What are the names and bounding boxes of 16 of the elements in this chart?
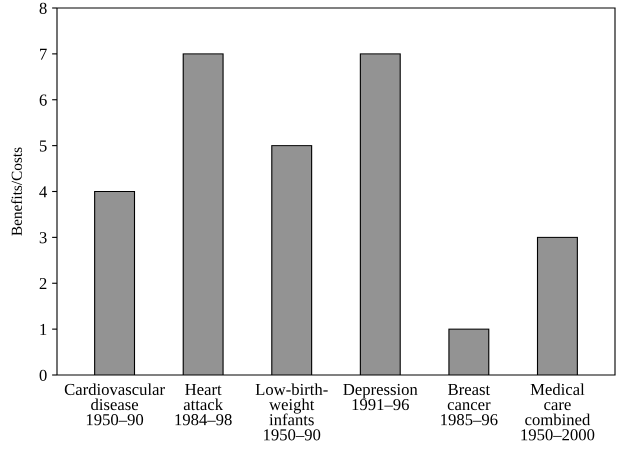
y-tick-label: 3 [40, 232, 47, 244]
x-tick-label: Cardiovascular disease 1950–90 [64, 383, 165, 426]
x-tick-label: Medical care combined 1950–2000 [521, 383, 594, 440]
y-tick-label: 2 [40, 278, 46, 290]
x-tick-label: Heart attack 1984–98 [175, 384, 232, 426]
x-tick-label: Breast cancer 1985–96 [441, 384, 498, 426]
y-tick-label: 7 [40, 48, 47, 60]
y-tick-label: 1 [40, 324, 46, 335]
y-tick-label: 0 [40, 370, 47, 381]
y-tick-label: 4 [39, 186, 48, 198]
y-tick-label: 8 [40, 2, 47, 14]
y-tick-label: 5 [40, 140, 47, 152]
y-axis-title: Benefits/Costs [11, 147, 22, 236]
x-tick-label: Depression 1991–96 [343, 384, 418, 410]
x-tick-label: Low-birth- weight infants 1950–90 [256, 383, 328, 440]
y-tick-label: 6 [40, 94, 47, 106]
